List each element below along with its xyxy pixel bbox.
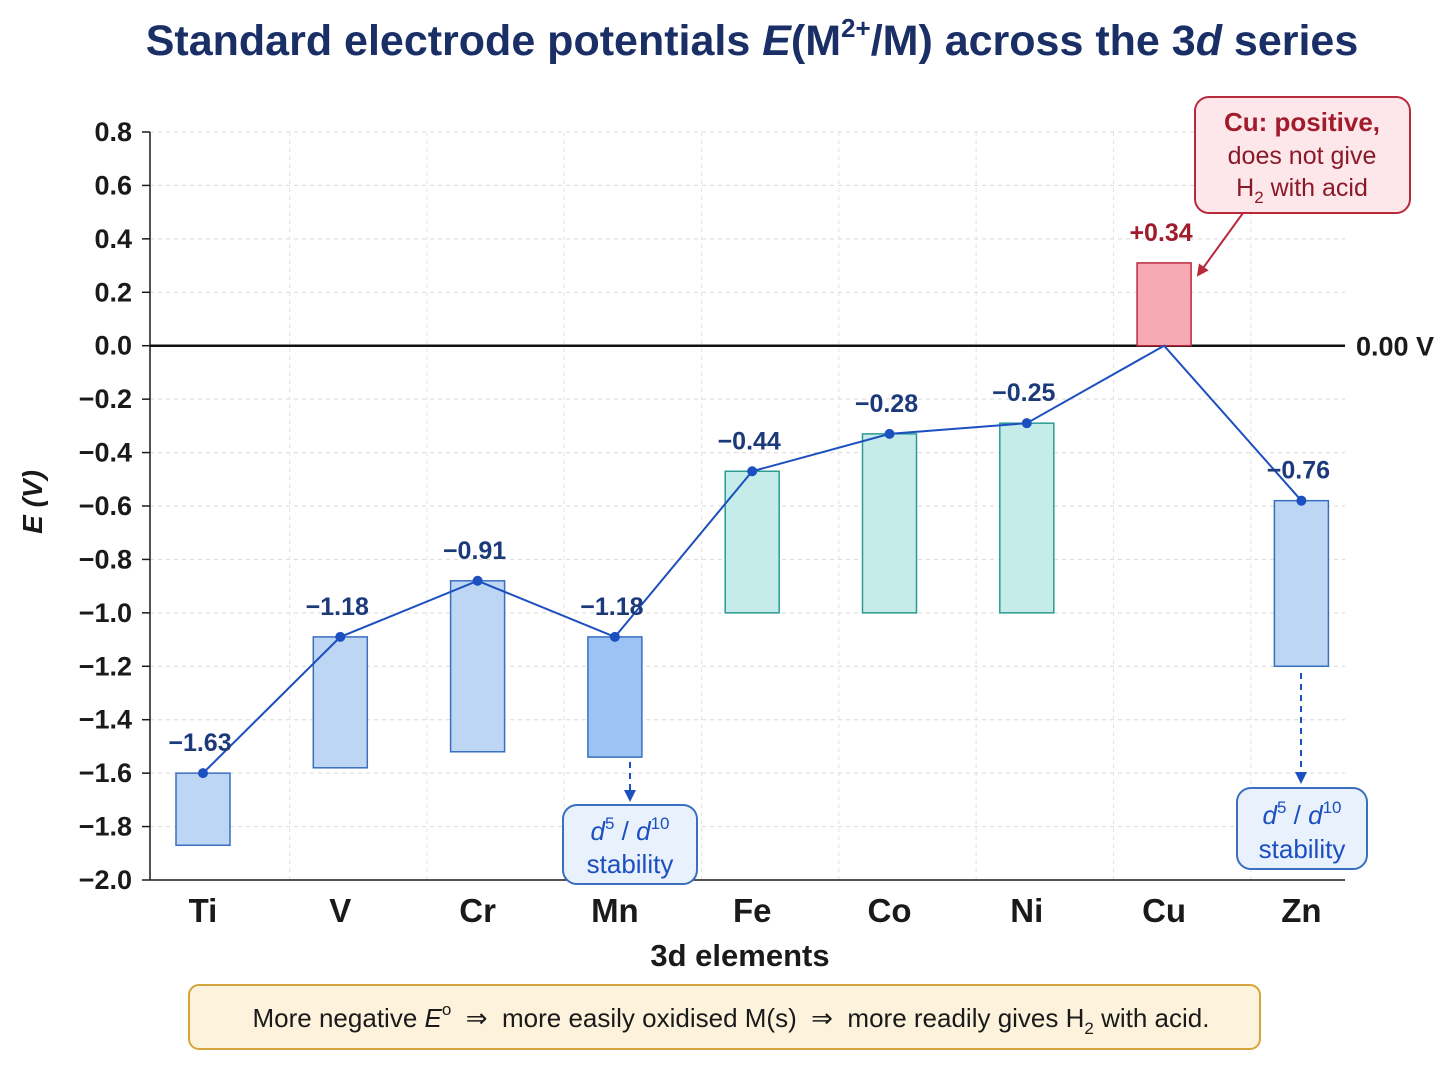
cu-annotation-line2: does not give: [1228, 142, 1377, 170]
y-tick-label: −1.8: [79, 812, 132, 842]
x-axis-title: 3d elements: [650, 938, 829, 973]
y-tick-label: 0.8: [94, 117, 132, 147]
x-tick-label: Fe: [733, 892, 772, 929]
value-label-ti: −1.63: [168, 729, 231, 757]
series-line: [198, 344, 1307, 779]
zn-stability-config: d5 / d10: [1263, 798, 1342, 830]
y-tick-label: −1.6: [79, 758, 132, 788]
y-tick-label: −2.0: [79, 865, 132, 895]
data-point: [1021, 418, 1032, 429]
y-tick-label: −1.0: [79, 598, 132, 628]
y-tick-label: −0.6: [79, 491, 132, 521]
bar-cr: [449, 580, 506, 753]
bar-zn: [1273, 499, 1330, 668]
data-point: [335, 631, 346, 642]
cu-annotation-box: [1194, 96, 1411, 214]
data-point: [609, 631, 620, 642]
x-tick-label: Cr: [459, 892, 496, 929]
value-labels: −1.63 −1.18 −0.91 −1.18 −0.44 −0.28 −0.25 +0.34…: [168, 219, 1330, 757]
bars: [175, 262, 1330, 847]
y-tick-label: 0.0: [94, 331, 132, 361]
x-tick-label: Ni: [1010, 892, 1043, 929]
mn-stability-annotation: d5 / d10 stability: [562, 762, 698, 885]
cu-annotation-arrow: [1196, 212, 1244, 277]
bar-fe: [724, 470, 780, 614]
bar-co: [861, 433, 918, 614]
data-point: [747, 466, 758, 477]
x-tick-label: Zn: [1281, 892, 1321, 929]
cu-annotation: Cu: positive, does not give H2 with acid: [1194, 96, 1411, 277]
cu-h: H: [1236, 174, 1254, 202]
axes: 0.8 0.6 0.4 0.2 0.0 −0.2 −0.4 −0.6 −0.8 −1.0 −1.2 −…: [79, 117, 1434, 929]
y-tick-label: −0.4: [79, 438, 132, 468]
title-prefix: Standard electrode potentials: [146, 17, 762, 65]
value-label-cu: +0.34: [1129, 219, 1192, 247]
title-paren: (M: [791, 17, 841, 65]
data-point: [1296, 495, 1307, 506]
zn-stability-word: stability: [1259, 834, 1346, 864]
bar-ni: [999, 422, 1055, 614]
footer-note-box: [188, 984, 1261, 1050]
bar-cu: [1136, 262, 1192, 347]
y-tick-label: −0.8: [79, 544, 132, 574]
data-point: [472, 575, 483, 586]
y-tick-label: −1.4: [79, 705, 132, 735]
value-label-cr: −0.91: [443, 537, 506, 565]
data-point: [884, 428, 895, 439]
mn-stability-config: d5 / d10: [591, 814, 670, 846]
footer-note: More negative Eo ⇒ more easily oxidised …: [188, 984, 1261, 1050]
data-point: [198, 768, 208, 779]
zn-stability-box: [1236, 787, 1368, 870]
x-tick-label: Ti: [189, 892, 218, 929]
title-sup: 2+: [841, 13, 871, 43]
x-tick-label: Cu: [1142, 892, 1186, 929]
y-tick-label: 0.4: [94, 224, 132, 254]
title-rest: /M) across the 3: [871, 17, 1196, 65]
mn-stability-box: [562, 804, 698, 885]
value-label-mn: −1.18: [580, 593, 643, 621]
value-label-co: −0.28: [855, 390, 918, 418]
y-tick-label: −0.2: [79, 384, 132, 414]
value-label-fe: −0.44: [718, 427, 781, 455]
y-tick-label: 0.6: [94, 170, 132, 200]
cu-annotation-line3: H2 with acid: [1236, 174, 1368, 207]
y-tick-label: 0.2: [94, 277, 132, 307]
value-label-zn: −0.76: [1267, 457, 1330, 485]
bar-mn: [587, 636, 643, 758]
y-axis-title: E (V): [17, 470, 48, 534]
x-tick-label: Co: [868, 892, 912, 929]
title-var: E: [762, 17, 792, 65]
cu-rest: with acid: [1264, 174, 1368, 202]
title-suffix: series: [1222, 17, 1358, 65]
value-label-v: −1.18: [306, 593, 369, 621]
value-label-ni: −0.25: [992, 379, 1055, 407]
cu-annotation-line1: Cu: positive,: [1224, 107, 1380, 137]
y-tick-label: −1.2: [79, 651, 132, 681]
footer-note-text: More negative Eo ⇒ more easily oxidised …: [253, 1000, 1210, 1038]
mn-stability-word: stability: [587, 849, 674, 879]
x-tick-label: Mn: [591, 892, 639, 929]
chart-title: Standard electrode potentials E(M2+/M) a…: [146, 13, 1359, 65]
title-d: d: [1196, 17, 1223, 65]
x-tick-label: V: [329, 892, 351, 929]
bar-ti: [175, 772, 231, 847]
zero-reference-label: 0.00 V: [1356, 332, 1434, 362]
cu-sub: 2: [1254, 188, 1263, 207]
zn-stability-annotation: d5 / d10 stability: [1236, 673, 1368, 870]
